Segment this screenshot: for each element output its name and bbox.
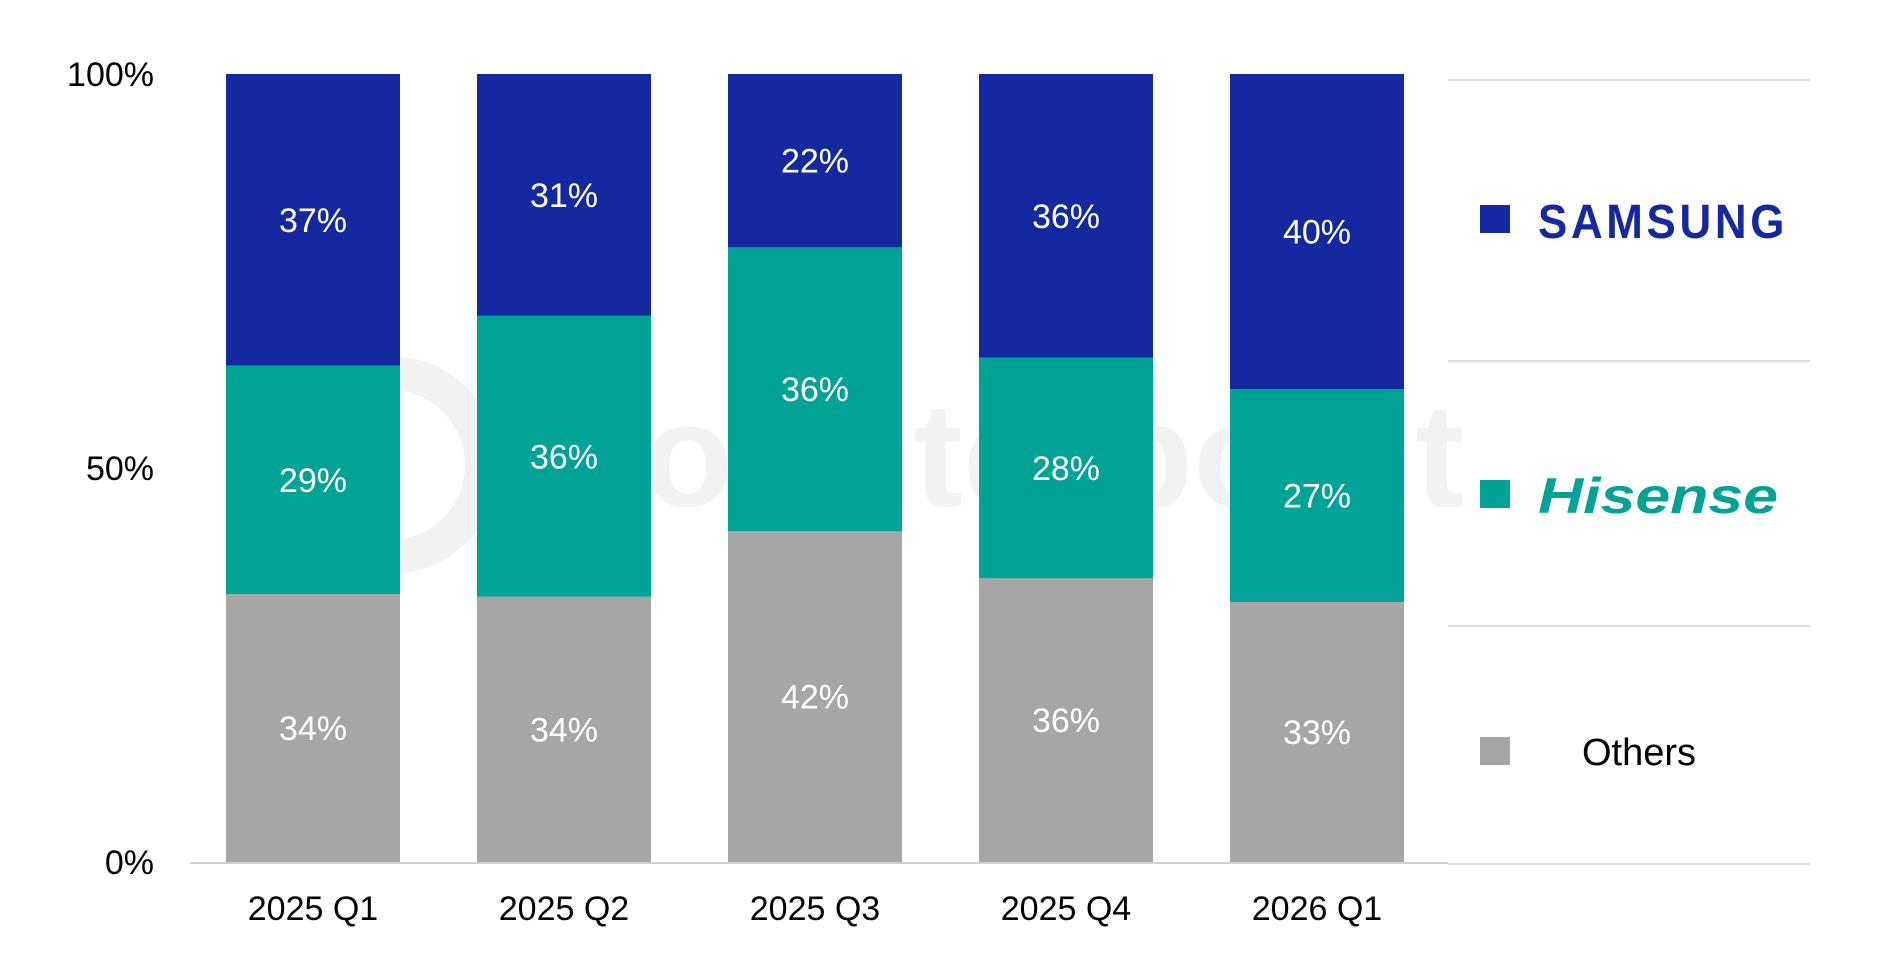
bar-segment-others-2025-q2 [477,596,651,862]
legend-label-samsung: SAMSUNG [1538,196,1788,249]
bars-layer: 34% 29% 37% 34% 36% 31% 42% 36% 22% 36% 28% 36% 33% 2… [226,74,1404,862]
data-label-hisense-2025-q2: 36% [530,438,598,476]
legend-label-hisense: Hisense [1538,468,1778,524]
data-label-others-2025-q3: 42% [781,679,849,717]
y-tick-label-50: 50% [86,450,154,488]
bar-group-2025-q4: 36% 28% 36% [979,74,1153,862]
bar-segment-hisense-2026-q1 [1230,389,1404,602]
data-label-samsung-2026-q1: 40% [1283,214,1351,252]
bar-group-2025-q2: 34% 36% 31% [477,74,651,862]
data-label-hisense-2025-q1: 29% [279,462,347,500]
bar-segment-samsung-2025-q3 [728,74,902,248]
legend: SAMSUNG Hisense Others [1448,79,1810,865]
bar-segment-others-2025-q1 [226,594,400,862]
legend-swatch-others [1480,737,1510,765]
bar-segment-hisense-2025-q2 [477,315,651,597]
x-tick-label-2025-q1: 2025 Q1 [248,890,378,928]
bar-segment-hisense-2025-q1 [226,365,400,595]
data-label-others-2025-q4: 36% [1032,702,1100,740]
x-tick-label-2026-q1: 2026 Q1 [1252,890,1382,928]
axes: 2025 Q1 2025 Q2 2025 Q3 2025 Q4 2026 Q1 0% 50%… [67,56,1448,928]
data-label-samsung-2025-q1: 37% [279,202,347,240]
data-label-samsung-2025-q3: 22% [781,143,849,181]
bar-group-2025-q1: 34% 29% 37% [226,74,400,862]
legend-item-samsung: SAMSUNG [1480,196,1788,249]
bar-segment-hisense-2025-q3 [728,247,902,532]
bar-segment-others-2026-q1 [1230,601,1404,862]
data-label-hisense-2025-q4: 28% [1032,450,1100,488]
x-tick-label-2025-q2: 2025 Q2 [499,890,629,928]
data-label-others-2025-q1: 34% [279,710,347,748]
x-tick-label-2025-q3: 2025 Q3 [750,890,880,928]
data-label-hisense-2026-q1: 27% [1283,478,1351,516]
legend-swatch-samsung [1480,205,1510,233]
y-tick-label-100: 100% [67,56,154,94]
bar-segment-samsung-2026-q1 [1230,74,1404,390]
data-label-samsung-2025-q2: 31% [530,177,598,215]
bar-segment-samsung-2025-q2 [477,74,651,316]
bar-segment-samsung-2025-q4 [979,74,1153,358]
data-label-hisense-2025-q3: 36% [781,371,849,409]
bar-segment-samsung-2025-q1 [226,74,400,366]
legend-item-others: Others [1480,732,1696,774]
bar-segment-hisense-2025-q4 [979,357,1153,579]
legend-item-hisense: Hisense [1480,468,1778,524]
bar-segment-others-2025-q4 [979,578,1153,862]
y-tick-label-0: 0% [105,844,154,882]
data-label-others-2026-q1: 33% [1283,714,1351,752]
bar-group-2025-q3: 42% 36% 22% [728,74,902,862]
bar-group-2026-q1: 33% 27% 40% [1230,74,1404,862]
x-tick-label-2025-q4: 2025 Q4 [1001,890,1131,928]
data-label-samsung-2025-q4: 36% [1032,198,1100,236]
legend-label-others: Others [1582,732,1696,774]
legend-swatch-hisense [1480,480,1510,508]
data-label-others-2025-q2: 34% [530,711,598,749]
bar-segment-others-2025-q3 [728,531,902,862]
